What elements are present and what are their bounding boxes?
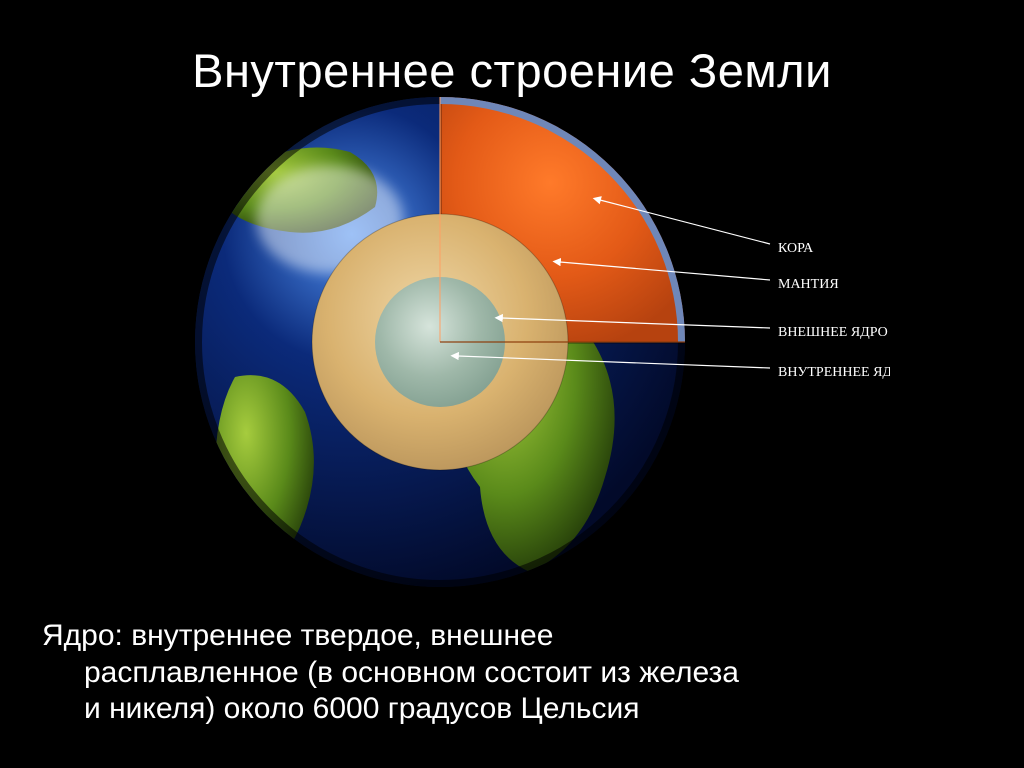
slide: Внутреннее строение Земли КОРАМАНТИЯВНЕШ… [0,0,1024,768]
label-outer_core: ВНЕШНЕЕ ЯДРО [778,325,888,340]
earth-cutaway-diagram: КОРА МАНТИЯ ВНЕШНЕЕ ЯДРО ВНУТРЕННЕЕ ЯДРО [130,72,890,592]
label-inner_core: ВНУТРЕННЕЕ ЯДРО [778,365,890,380]
body-line-1: Ядро: внутреннее твердое, внешнее [42,619,553,652]
label-crust: КОРА [778,241,814,256]
body-line-2: расплавленное (в основном состоит из жел… [42,655,964,692]
label-mantle: МАНТИЯ [778,277,839,292]
body-text: Ядро: внутреннее твердое, внешнее распла… [42,618,964,728]
body-line-3: и никеля) около 6000 градусов Цельсия [42,691,964,728]
